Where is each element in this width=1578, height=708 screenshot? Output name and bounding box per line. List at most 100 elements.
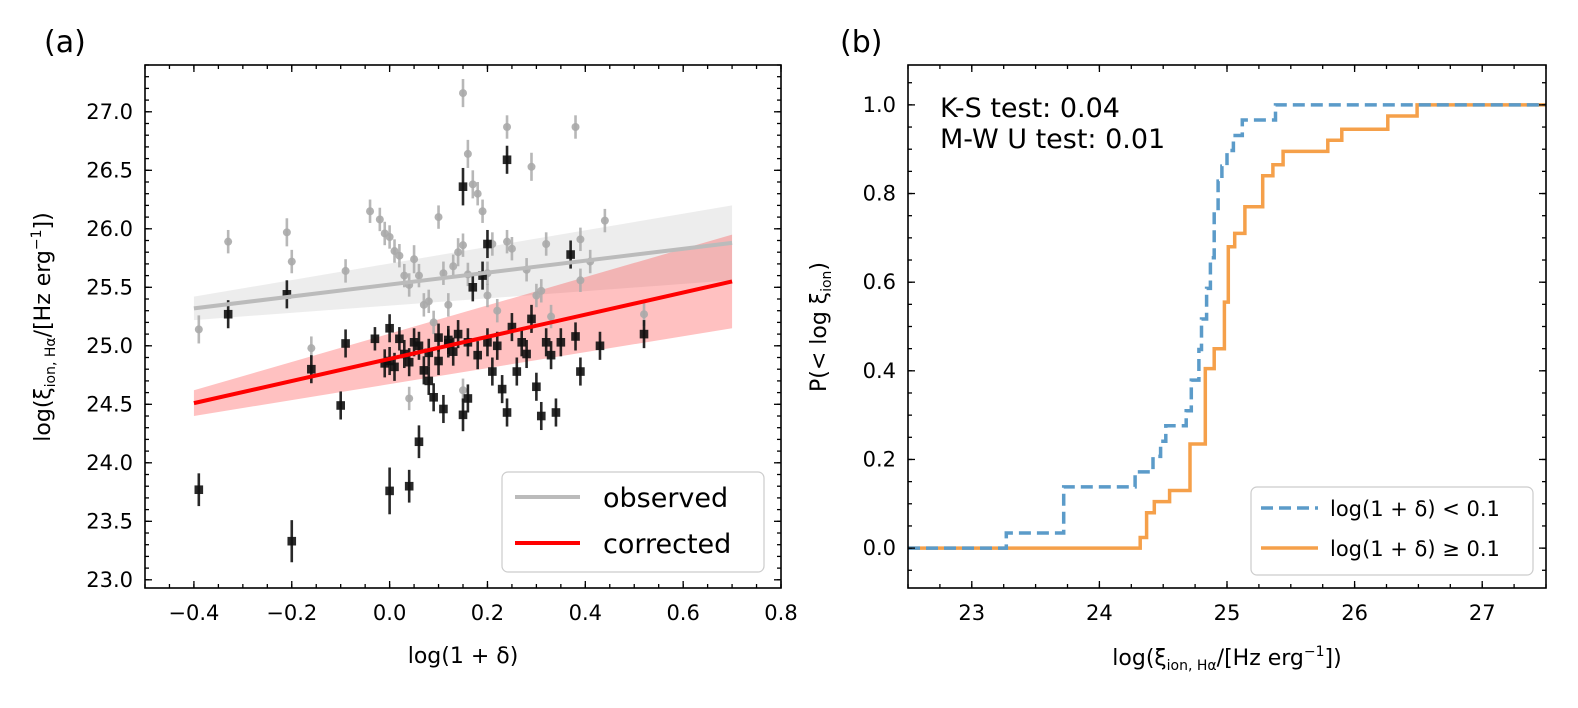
corrected-point xyxy=(483,328,492,357)
y-tick-label: 23.5 xyxy=(86,509,133,533)
corrected-point-marker xyxy=(488,367,497,376)
corrected-point-marker xyxy=(336,401,345,410)
y-tick-label: 25.0 xyxy=(86,334,133,358)
corrected-point xyxy=(532,372,541,401)
corrected-point-marker xyxy=(536,411,546,421)
corrected-point-marker xyxy=(463,394,473,403)
observed-point-marker xyxy=(385,232,394,241)
observed-point xyxy=(537,279,546,303)
observed-point-marker xyxy=(410,255,419,264)
x-tick-label: −0.4 xyxy=(168,601,219,625)
observed-point xyxy=(542,232,551,256)
corrected-point-marker xyxy=(478,271,487,280)
observed-point-marker xyxy=(473,189,482,198)
corrected-point-marker xyxy=(483,337,492,347)
annotation-mw-test: M-W U test: 0.01 xyxy=(940,124,1165,155)
corrected-point xyxy=(385,314,394,343)
corrected-point-marker xyxy=(532,382,541,392)
corrected-point-marker xyxy=(448,347,458,356)
observed-point xyxy=(463,139,472,168)
corrected-point xyxy=(458,398,468,432)
observed-fit-line xyxy=(193,240,733,311)
corrected-point-marker xyxy=(551,408,561,417)
corrected-point xyxy=(444,325,453,354)
observed-point xyxy=(459,378,467,402)
corrected-point xyxy=(404,469,414,503)
panel-a-legend: observed corrected xyxy=(501,471,765,573)
observed-point-marker xyxy=(444,300,453,309)
observed-point xyxy=(375,207,384,232)
observed-point xyxy=(459,233,467,257)
corrected-point-marker xyxy=(380,359,390,368)
observed-point-marker xyxy=(366,207,375,216)
x-tick-label: 25 xyxy=(1214,601,1241,625)
observed-point-marker xyxy=(478,207,487,216)
corrected-point xyxy=(502,145,512,174)
x-tick-label: −0.2 xyxy=(266,601,317,625)
y-tick-label: 26.5 xyxy=(86,158,133,182)
observed-point xyxy=(454,238,463,267)
corrected-point-marker xyxy=(395,334,404,344)
observed-point-marker xyxy=(547,312,556,321)
observed-point xyxy=(194,315,203,344)
y-tick-label: 0.2 xyxy=(863,447,896,471)
observed-point-marker xyxy=(459,386,467,395)
corrected-fit-line xyxy=(193,279,733,406)
corrected-point-marker xyxy=(341,339,350,348)
observed-point-marker xyxy=(341,266,350,275)
observed-point-marker xyxy=(375,215,384,224)
corrected-point xyxy=(488,357,497,386)
panel-b-legend: log(1 + δ) < 0.1 log(1 + δ) ≥ 0.1 xyxy=(1250,486,1534,576)
corrected-point-marker xyxy=(414,437,424,447)
corrected-point-marker xyxy=(223,309,233,319)
corrected-point xyxy=(517,328,527,357)
corrected-point-marker xyxy=(517,337,527,347)
corrected-point-marker xyxy=(576,367,585,376)
observed-point-marker xyxy=(576,235,585,244)
observed-point-marker xyxy=(287,257,296,266)
corrected-point xyxy=(478,261,487,290)
observed-point-marker xyxy=(414,271,423,280)
cdf-high-density-line xyxy=(908,103,1546,550)
observed-point xyxy=(439,261,448,285)
corrected-point xyxy=(468,273,478,302)
corrected-point xyxy=(551,398,561,427)
corrected-point-marker xyxy=(307,364,316,374)
observed-point-marker xyxy=(439,269,448,278)
observed-point xyxy=(414,263,423,288)
observed-point-marker xyxy=(493,306,502,315)
corrected-point xyxy=(194,473,204,507)
x-tick-label: 0.4 xyxy=(569,601,602,625)
corrected-point-marker xyxy=(473,350,482,360)
panel-b: (b) 23 24 25 26 27 0.0 0.2 0.4 0.6 0.8 1.0 K-S tes… xyxy=(807,25,1547,674)
y-tick-label: 23.0 xyxy=(86,568,133,592)
corrected-point xyxy=(541,328,551,357)
corrected-point-marker xyxy=(483,239,492,249)
corrected-point xyxy=(536,401,546,431)
x-tick-label: 0.8 xyxy=(764,601,797,625)
corrected-point-marker xyxy=(546,350,556,360)
corrected-point-marker xyxy=(390,362,399,372)
observed-point-marker xyxy=(576,276,585,285)
observed-point xyxy=(390,239,399,263)
observed-point-marker xyxy=(307,344,316,353)
y-tick-label: 27.0 xyxy=(86,100,133,124)
legend-observed-label: observed xyxy=(603,483,728,514)
corrected-point xyxy=(419,356,429,385)
y-tick-label: 24.0 xyxy=(86,451,133,475)
observed-point-marker xyxy=(483,291,492,300)
corrected-point-marker xyxy=(639,329,649,339)
corrected-point xyxy=(439,394,448,424)
observed-point xyxy=(503,115,512,139)
corrected-point xyxy=(571,322,580,351)
observed-point-marker xyxy=(405,394,414,403)
corrected-point xyxy=(385,346,394,376)
observed-point-marker xyxy=(194,325,203,334)
corrected-point xyxy=(424,338,434,367)
observed-point xyxy=(478,199,487,223)
corrected-point-marker xyxy=(370,334,380,344)
observed-point-marker xyxy=(600,216,609,225)
panel-b-xlabel: log(ξion, Hα/[Hz erg−1]) xyxy=(1112,644,1341,674)
observed-point-marker xyxy=(454,248,463,257)
observed-point-marker xyxy=(503,123,512,132)
